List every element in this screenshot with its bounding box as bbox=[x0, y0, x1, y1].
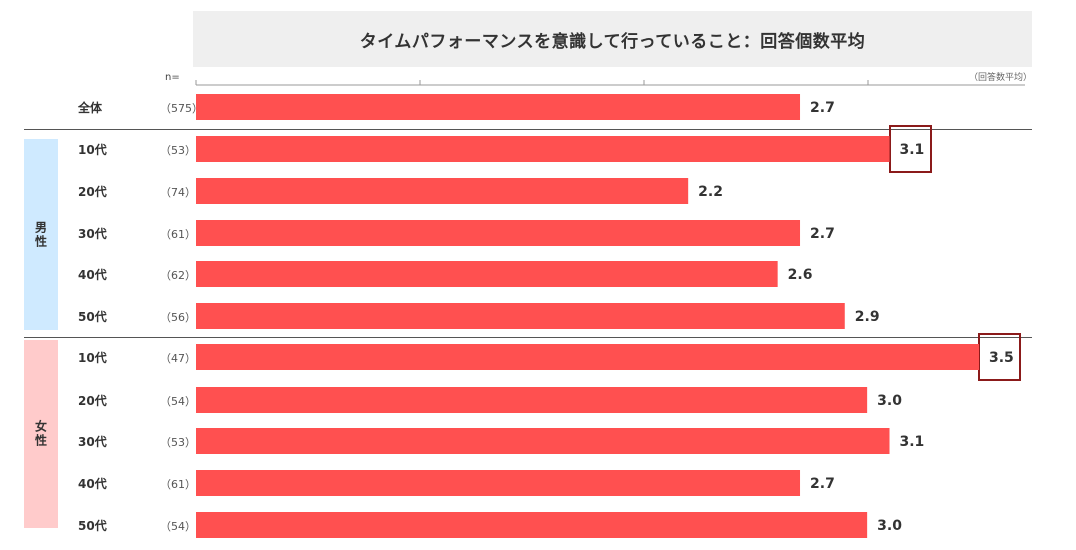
data-label: 3.5 bbox=[989, 350, 1014, 366]
row-sample-size: （62） bbox=[160, 269, 196, 282]
row-sample-size: （61） bbox=[160, 478, 196, 491]
bar bbox=[196, 136, 890, 162]
row-sample-size: （54） bbox=[160, 520, 196, 533]
group-separator bbox=[24, 337, 1032, 338]
row-category-label: 20代 bbox=[78, 394, 107, 408]
bar bbox=[196, 428, 890, 454]
group-separator bbox=[24, 129, 1032, 130]
data-label: 3.1 bbox=[900, 142, 925, 158]
row-sample-size: （53） bbox=[160, 144, 196, 157]
row-category-label: 50代 bbox=[78, 519, 107, 533]
bar bbox=[196, 344, 979, 370]
bar bbox=[196, 512, 868, 538]
row-sample-size: （47） bbox=[160, 352, 196, 365]
data-label: 3.0 bbox=[877, 393, 902, 409]
row-category-label: 10代 bbox=[78, 351, 107, 365]
row-category-label: 30代 bbox=[78, 435, 107, 449]
data-label: 2.7 bbox=[810, 476, 835, 492]
bar bbox=[196, 303, 845, 329]
bar bbox=[196, 94, 801, 120]
bar bbox=[196, 387, 868, 413]
chart-title: タイムパフォーマンスを意識して行っていること：回答個数平均 bbox=[359, 31, 866, 52]
bar bbox=[196, 261, 778, 287]
row-category-label: 20代 bbox=[78, 185, 107, 199]
data-label: 2.7 bbox=[810, 100, 835, 116]
chart-title-box: タイムパフォーマンスを意識して行っていること：回答個数平均 bbox=[193, 11, 1032, 67]
bar bbox=[196, 220, 801, 246]
row-category-label: 50代 bbox=[78, 310, 107, 324]
bar bbox=[196, 470, 801, 496]
row-category-label: 全体 bbox=[78, 101, 103, 115]
group-label-male: 男性 bbox=[24, 139, 58, 330]
row-category-label: 40代 bbox=[78, 268, 107, 282]
data-label: 2.9 bbox=[855, 309, 880, 325]
n-header: n= bbox=[165, 72, 180, 83]
data-label: 3.0 bbox=[877, 518, 902, 534]
row-category-label: 30代 bbox=[78, 227, 107, 241]
unit-label: （回答数平均） bbox=[968, 73, 1032, 83]
data-label: 2.2 bbox=[698, 184, 723, 200]
data-label: 2.7 bbox=[810, 226, 835, 242]
row-sample-size: （54） bbox=[160, 395, 196, 408]
row-category-label: 40代 bbox=[78, 477, 107, 491]
bar bbox=[196, 178, 689, 204]
group-label-female: 女性 bbox=[24, 340, 58, 528]
row-sample-size: （56） bbox=[160, 311, 196, 324]
row-category-label: 10代 bbox=[78, 143, 107, 157]
row-sample-size: （53） bbox=[160, 436, 196, 449]
row-sample-size: （61） bbox=[160, 228, 196, 241]
data-label: 3.1 bbox=[900, 434, 925, 450]
row-sample-size: （74） bbox=[160, 186, 196, 199]
row-sample-size: （575） bbox=[160, 102, 203, 115]
data-label: 2.6 bbox=[788, 267, 813, 283]
